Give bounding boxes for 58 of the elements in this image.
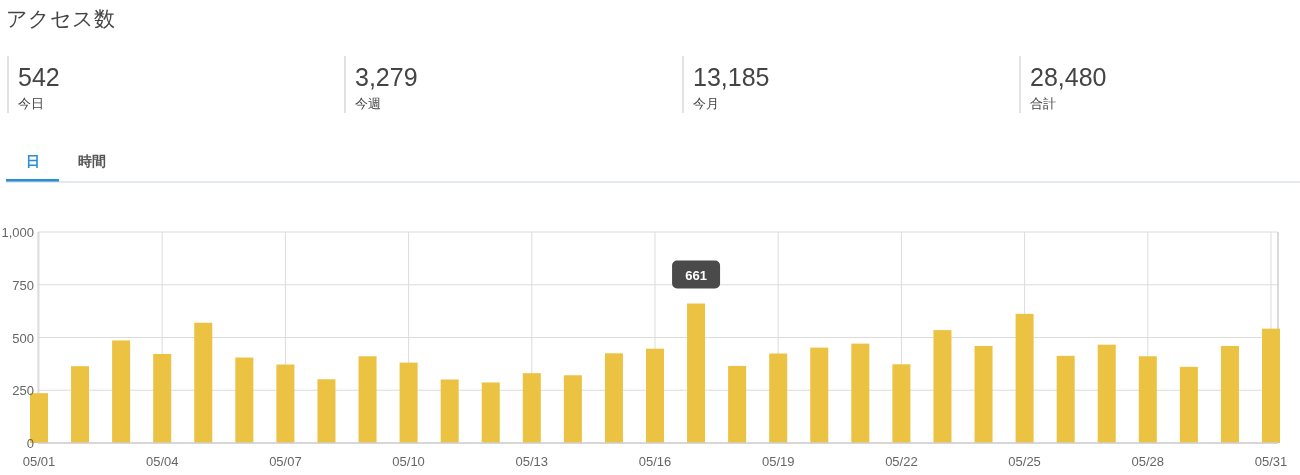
bar: [1097, 344, 1116, 443]
bar: [1262, 328, 1280, 443]
text: 542: [18, 63, 60, 91]
text: 時間: [78, 153, 106, 169]
x-tick-label: 05/13: [515, 454, 549, 469]
bar: [810, 347, 829, 443]
bar: [194, 322, 213, 443]
x-tick-label: 05/31: [1254, 454, 1288, 469]
bar: [317, 379, 336, 443]
bar: [1056, 355, 1075, 443]
bar: [769, 353, 788, 443]
x-tick-label: 05/19: [761, 454, 795, 469]
bar: [646, 348, 664, 443]
y-tick-label: 0: [26, 436, 34, 451]
text: 28,480: [1030, 63, 1107, 91]
bar: [1138, 356, 1157, 443]
bar: [892, 364, 911, 443]
text: 今週: [355, 96, 381, 111]
text: 合計: [1030, 96, 1056, 111]
bar: [1015, 313, 1034, 443]
y-tick-label: 1,000: [1, 225, 34, 240]
bar: [522, 373, 541, 443]
bar: [71, 366, 90, 443]
bar: [1179, 366, 1198, 443]
bar: [687, 303, 706, 443]
x-tick-label: 05/04: [145, 454, 179, 469]
text: 今日: [18, 96, 44, 111]
x-tick-label: 05/28: [1131, 454, 1165, 469]
bar: [728, 365, 747, 443]
text: 今月: [693, 96, 719, 111]
data-label: 661: [685, 267, 707, 283]
text: 13,185: [693, 63, 770, 91]
bar: [481, 382, 500, 443]
bar: [933, 330, 952, 443]
bar: [112, 340, 131, 443]
x-tick-label: 05/16: [638, 454, 672, 469]
bar: [235, 357, 254, 443]
y-tick-label: 250: [12, 383, 34, 399]
x-tick-label: 05/07: [269, 454, 302, 469]
bar: [440, 379, 459, 443]
x-tick-label: 05/10: [392, 454, 425, 469]
bar: [399, 362, 418, 443]
y-tick-label: 750: [12, 277, 34, 293]
bar: [604, 353, 623, 443]
bar: [563, 375, 582, 443]
bar: [974, 345, 993, 443]
bar: [1220, 345, 1239, 443]
x-tick-label: 05/22: [885, 454, 918, 469]
bar: [153, 353, 172, 443]
chart-title: アクセス数: [6, 7, 115, 30]
bar: [276, 364, 295, 443]
x-tick-label: 05/01: [22, 454, 56, 469]
y-tick-label: 500: [12, 330, 34, 346]
text: 日: [26, 153, 40, 169]
x-tick-label: 05/25: [1008, 454, 1041, 469]
bar: [851, 343, 870, 443]
text: 3,279: [355, 63, 418, 91]
bar: [358, 356, 377, 443]
